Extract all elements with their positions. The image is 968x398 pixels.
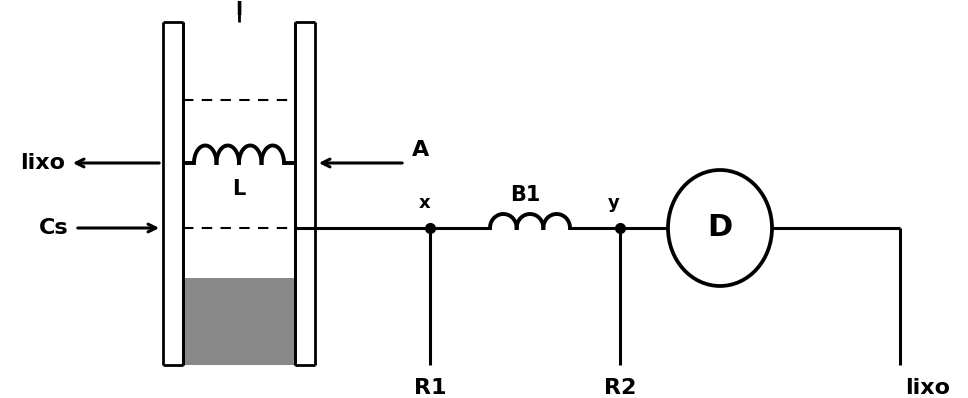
Text: R2: R2 (604, 378, 636, 398)
Bar (183, 278, 295, 365)
Text: R1: R1 (413, 378, 446, 398)
Text: D: D (708, 213, 733, 242)
Text: B1: B1 (510, 185, 540, 205)
Text: A: A (412, 140, 429, 160)
Text: lixo: lixo (20, 153, 65, 173)
Ellipse shape (668, 170, 772, 286)
Text: lixo: lixo (905, 378, 950, 398)
Text: y: y (608, 194, 620, 212)
Text: x: x (419, 194, 431, 212)
Text: L: L (232, 179, 246, 199)
Text: Cs: Cs (39, 218, 68, 238)
Text: I: I (235, 0, 243, 19)
